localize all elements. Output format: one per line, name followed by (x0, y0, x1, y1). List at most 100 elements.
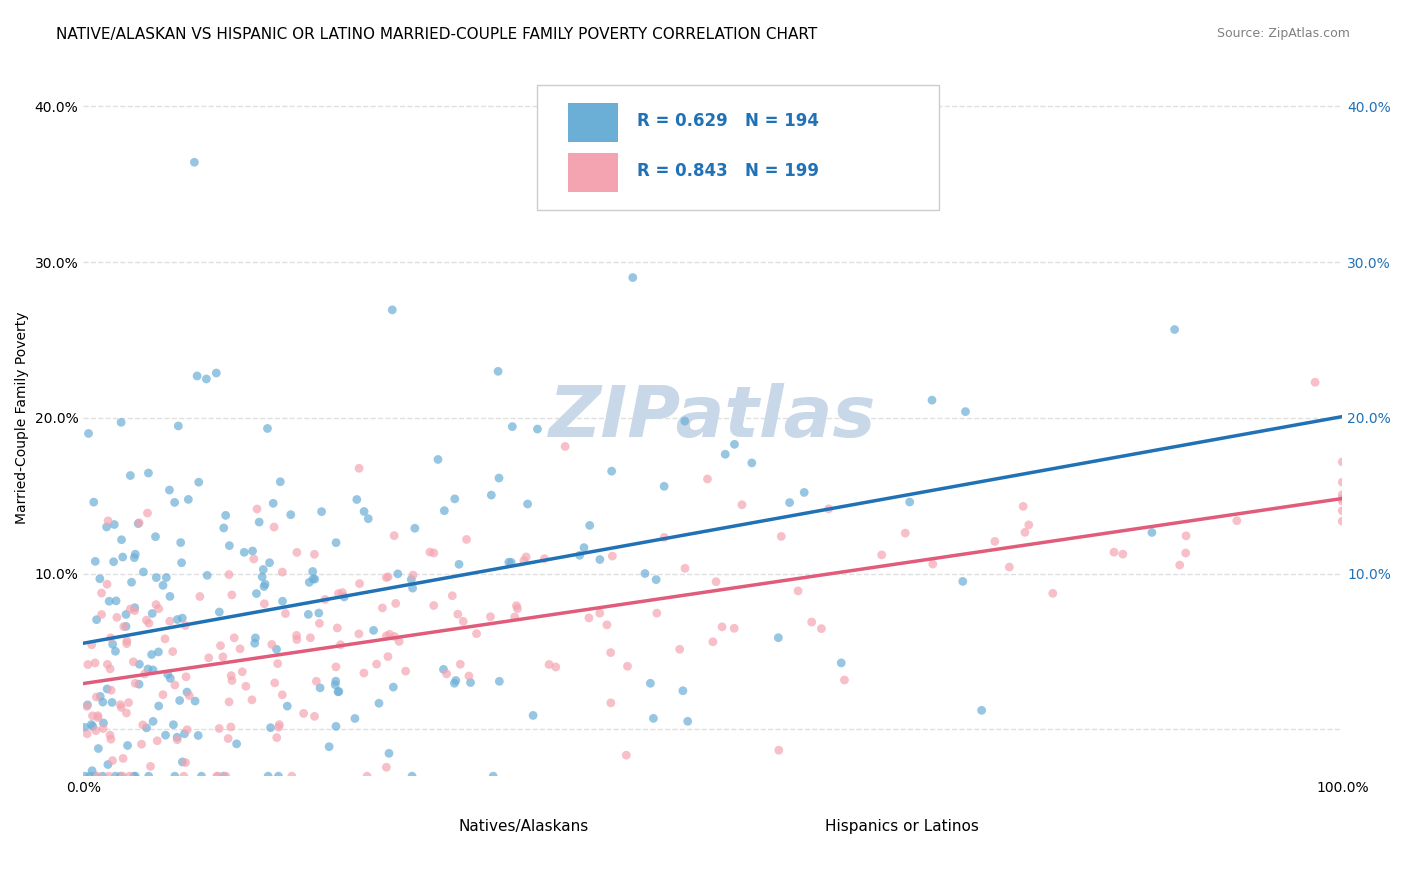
Point (349, 576, 371, 591)
Point (347, 627, 370, 641)
Point (432, 662, 454, 676)
Point (235, 679, 257, 693)
Point (174, 670, 197, 684)
Point (387, 566, 409, 581)
Point (118, 769, 141, 783)
Point (276, 699, 298, 714)
Point (870, 548, 893, 562)
Point (159, 614, 181, 628)
Point (243, 552, 266, 566)
Text: ZIPatlas: ZIPatlas (550, 384, 876, 452)
Point (436, 666, 458, 681)
Point (79, 769, 101, 783)
Point (447, 558, 470, 572)
Point (96, 577, 118, 591)
Point (402, 568, 425, 582)
Point (159, 483, 181, 497)
Point (100, 631, 122, 645)
Point (503, 610, 526, 624)
Point (921, 393, 943, 408)
Point (91, 722, 114, 736)
Point (486, 364, 509, 378)
Point (97, 769, 120, 783)
Point (111, 550, 134, 565)
Point (163, 678, 186, 692)
Point (787, 583, 810, 598)
Point (110, 769, 132, 783)
Point (250, 570, 273, 584)
Point (696, 472, 718, 486)
Point (215, 769, 238, 783)
Text: R = 0.629   N = 194: R = 0.629 N = 194 (637, 112, 820, 129)
Point (221, 588, 243, 602)
Point (269, 717, 291, 731)
Point (652, 530, 675, 544)
Point (162, 717, 184, 731)
Point (247, 515, 270, 529)
Text: R = 0.843   N = 199: R = 0.843 N = 199 (637, 161, 820, 179)
Point (267, 657, 290, 671)
Point (793, 485, 815, 500)
Point (263, 520, 285, 534)
Point (218, 567, 240, 582)
Point (325, 660, 347, 674)
Point (505, 599, 527, 613)
Point (460, 675, 482, 690)
Point (159, 590, 181, 604)
Point (401, 769, 423, 783)
Point (714, 447, 737, 461)
Point (120, 468, 142, 483)
Point (894, 526, 917, 541)
Point (1140, 525, 1163, 540)
Point (955, 404, 977, 418)
Point (166, 732, 188, 747)
Point (259, 721, 281, 735)
Point (146, 733, 169, 747)
Point (153, 632, 176, 646)
Point (375, 629, 398, 643)
Point (89, 690, 111, 704)
Point (73, 720, 96, 734)
Point (377, 649, 399, 664)
Text: Source: ZipAtlas.com: Source: ZipAtlas.com (1216, 27, 1350, 40)
Point (482, 769, 505, 783)
Point (209, 639, 232, 653)
Point (148, 601, 170, 615)
Point (384, 630, 406, 644)
Point (186, 368, 208, 383)
Point (98, 728, 121, 742)
Point (602, 549, 624, 563)
Point (810, 622, 832, 636)
Point (105, 594, 128, 608)
Point (298, 575, 321, 590)
Point (104, 769, 127, 783)
Point (197, 651, 219, 665)
Point (122, 769, 145, 783)
Text: Natives/Alaskans: Natives/Alaskans (458, 819, 589, 834)
Point (195, 372, 218, 386)
Point (183, 155, 205, 169)
Point (112, 751, 135, 765)
Point (643, 711, 665, 725)
Point (578, 611, 600, 625)
Point (984, 534, 1007, 549)
Point (89, 572, 111, 586)
Point (1012, 500, 1035, 514)
Point (1175, 529, 1198, 543)
Point (346, 492, 368, 507)
Point (212, 521, 235, 535)
Point (148, 698, 170, 713)
Point (676, 714, 699, 729)
Point (1018, 517, 1040, 532)
Point (207, 769, 229, 783)
Point (174, 756, 197, 770)
Point (104, 644, 127, 658)
Point (589, 552, 612, 566)
Point (599, 696, 621, 710)
Point (76, 699, 98, 714)
Point (219, 668, 242, 682)
Point (90, 586, 112, 600)
Point (568, 549, 591, 563)
Point (522, 708, 544, 723)
Point (141, 607, 163, 621)
